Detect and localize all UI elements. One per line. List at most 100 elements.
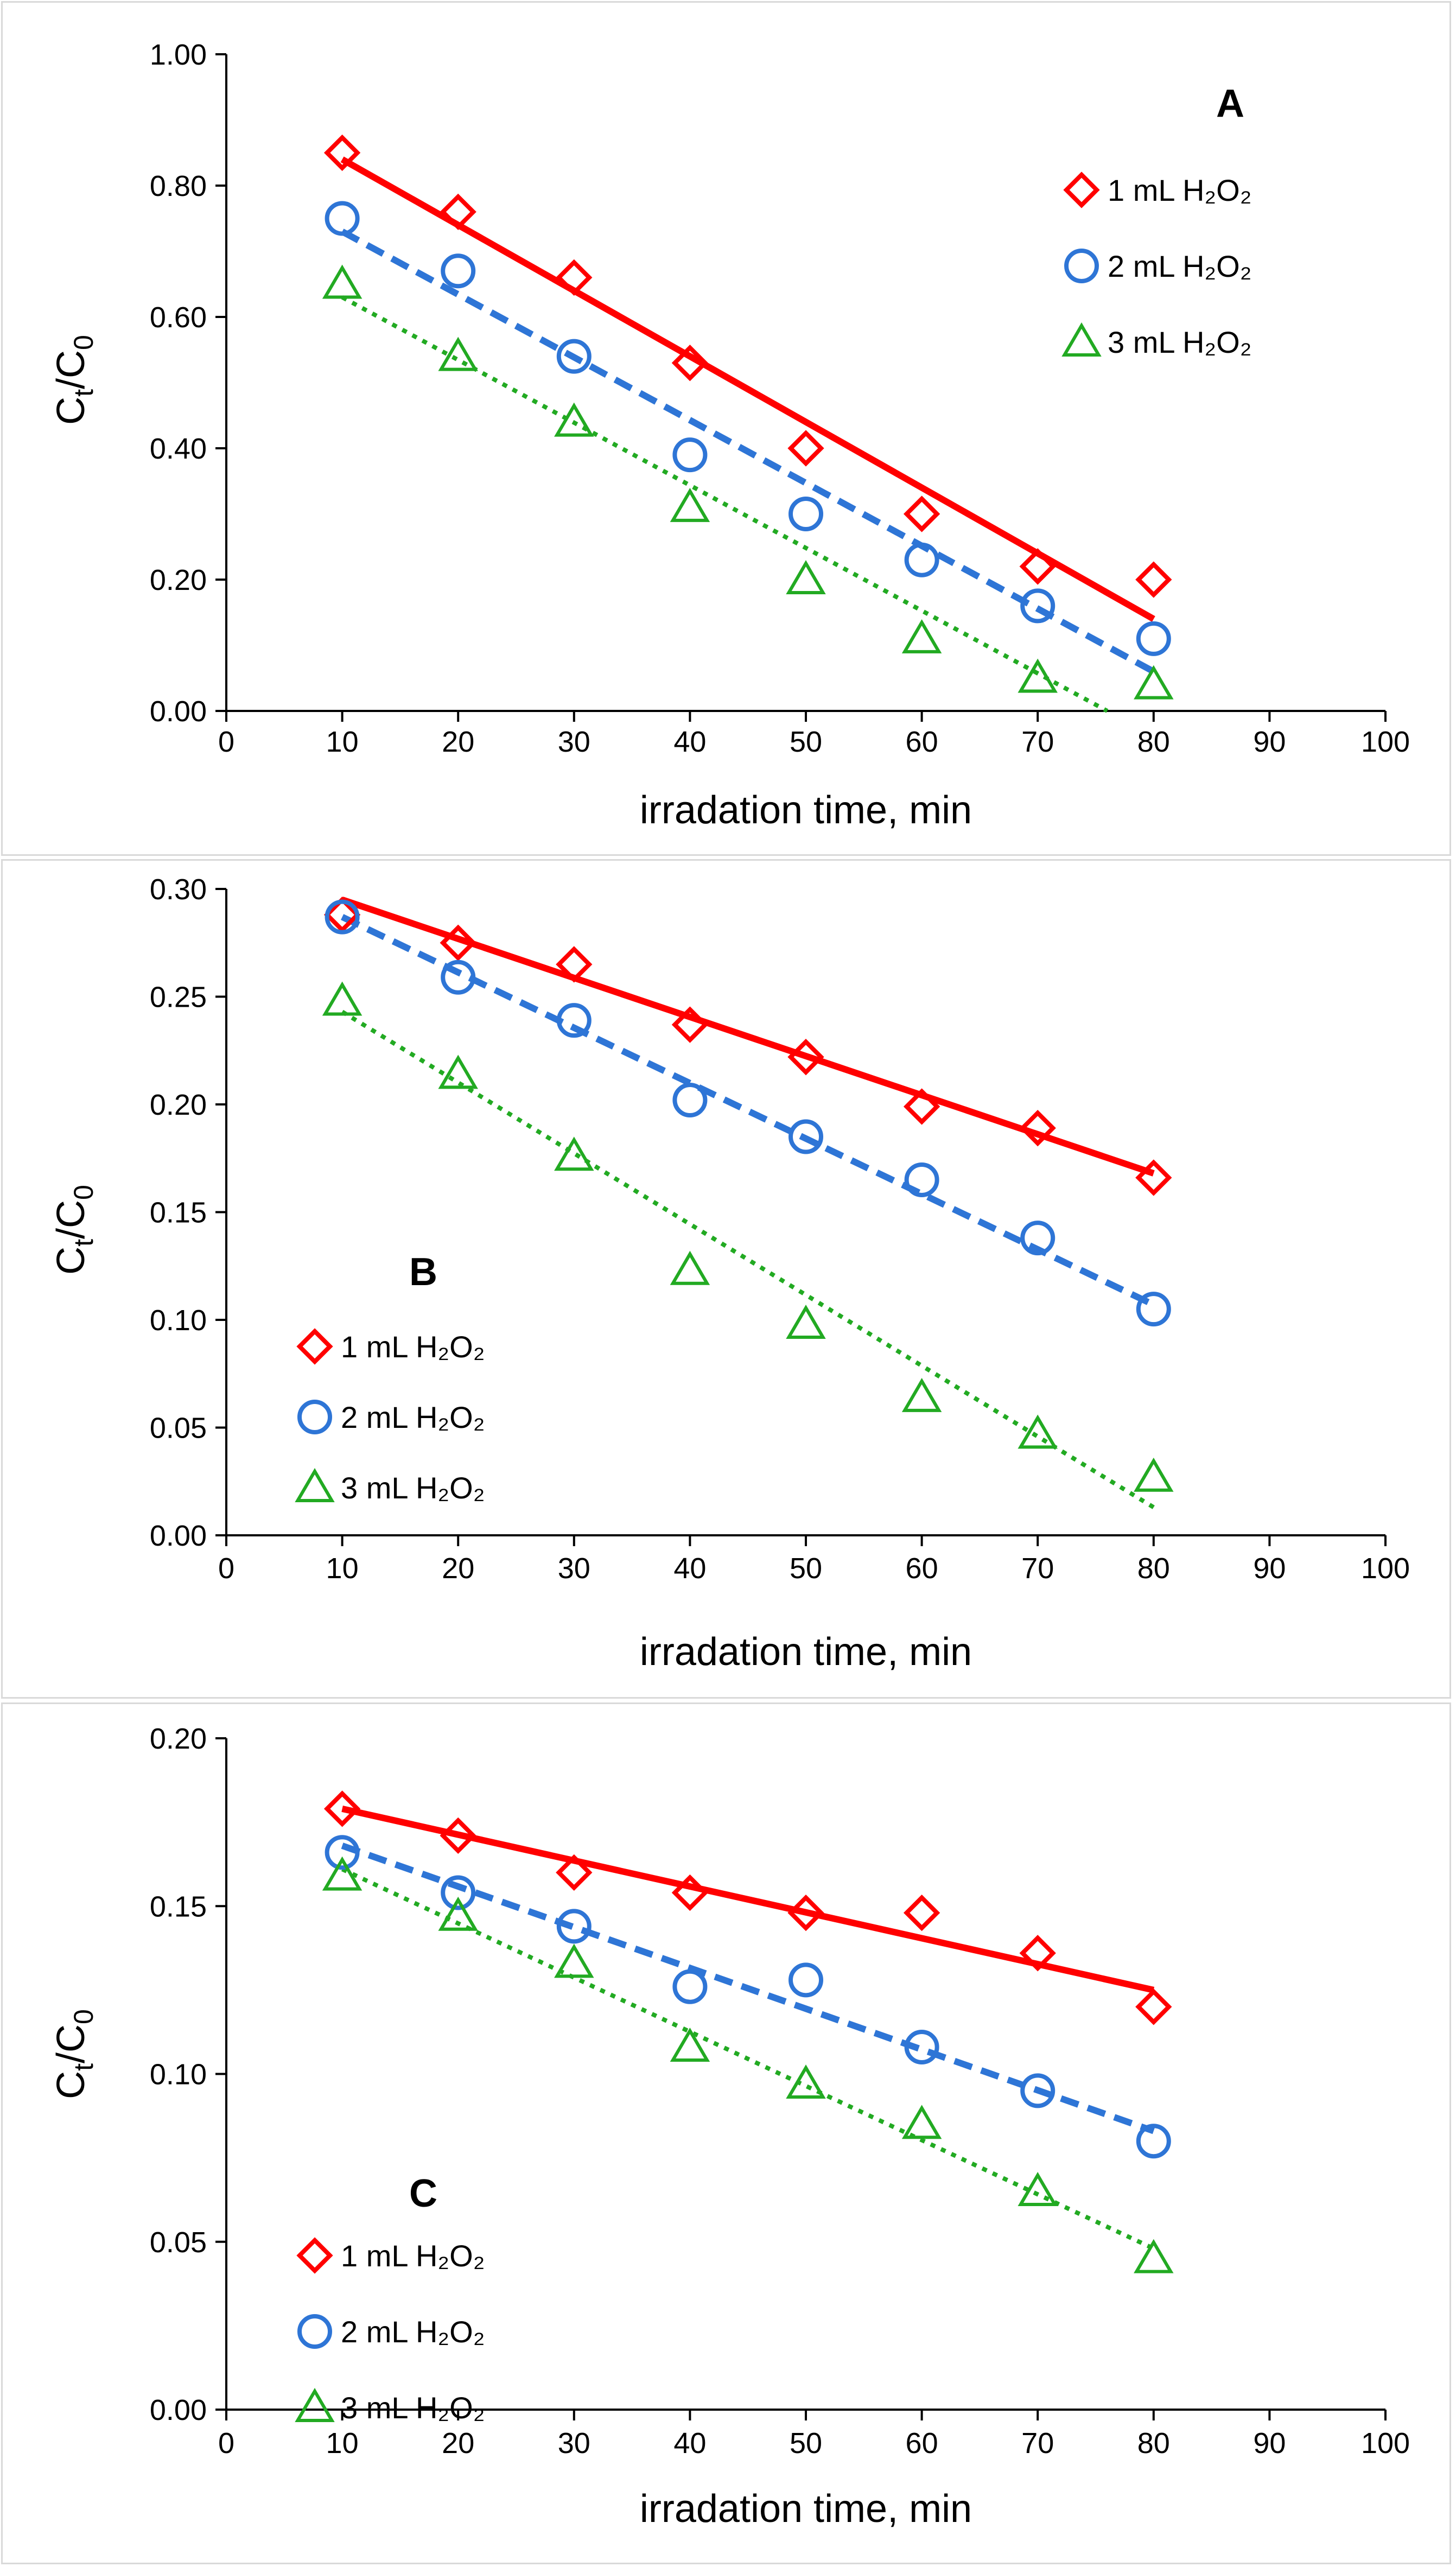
- chart-b-y-tick-label: 0.00: [150, 1520, 207, 1552]
- chart-a-point-1ml: [903, 495, 940, 532]
- chart-c-point-2ml: [789, 1962, 823, 1998]
- chart-a-point-1ml: [323, 134, 361, 171]
- chart-b-point-1ml: [671, 1006, 709, 1043]
- chart-c-point-1ml: [903, 1894, 940, 1931]
- chart-a-point-1ml: [1135, 561, 1172, 598]
- chart-c-trend-2ml: [341, 1842, 1155, 2134]
- chart-b-point-2ml: [441, 960, 476, 995]
- chart-b-point-2ml: [325, 899, 360, 935]
- chart-b-x-tick-label: 100: [1361, 1552, 1410, 1585]
- chart-a-point-2ml: [672, 437, 708, 473]
- chart-a-x-tick-label: 100: [1361, 726, 1410, 758]
- chart-c-x-tick-label: 100: [1361, 2427, 1410, 2460]
- chart-b-y-axis-title-part: 0: [68, 1185, 99, 1200]
- chart-c-legend-marker-1ml: [296, 2237, 333, 2274]
- chart-a-legend-marker-2ml: [1064, 249, 1099, 283]
- chart-b-point-2ml: [1136, 1292, 1171, 1327]
- chart-a-x-tick-label: 90: [1253, 726, 1286, 758]
- chart-b-x-tick-label: 70: [1021, 1552, 1054, 1585]
- chart-a-trend-1ml: [340, 156, 1155, 622]
- chart-b-point-3ml: [322, 981, 363, 1016]
- chart-panel-c: 0.00 0.05 0.10 0.15 0.20 0 10 20 30 40 50 60 70 80 90 1…: [1, 1702, 1451, 2564]
- chart-a-panel-label: A: [1216, 82, 1244, 125]
- chart-a-point-2ml: [441, 253, 476, 289]
- chart-b-point-2ml: [672, 1083, 708, 1118]
- chart-b-point-3ml: [438, 1054, 478, 1089]
- chart-a-x-tick-label: 10: [326, 726, 359, 758]
- chart-b-point-1ml: [440, 924, 476, 961]
- chart-c-legend-marker-3ml: [295, 2388, 335, 2422]
- chart-a-point-2ml: [556, 339, 592, 374]
- chart-c-x-tick-label: 80: [1137, 2427, 1170, 2460]
- chart-c-y-axis-title: Ct/C0: [49, 2009, 99, 2099]
- chart-c-point-2ml: [1136, 2124, 1171, 2159]
- chart-c-y-axis-title-part: t: [68, 2063, 99, 2071]
- chart-a-point-1ml: [787, 430, 824, 467]
- chart-c-point-2ml: [556, 1909, 592, 1944]
- chart-b-trend-1ml: [341, 897, 1155, 1177]
- chart-c-y-tick-label: 0.20: [150, 1723, 207, 1755]
- chart-c-y-tick-label: 0.00: [150, 2394, 207, 2426]
- chart-a-point-2ml: [1136, 621, 1171, 656]
- chart-c-x-tick-label: 40: [673, 2427, 706, 2460]
- chart-c-point-3ml: [438, 1896, 478, 1931]
- chart-c-point-3ml: [1018, 2172, 1058, 2206]
- chart-b-y-tick-label: 0.25: [150, 981, 207, 1014]
- chart-a-y-tick-label: 0.60: [150, 301, 207, 334]
- chart-a-x-tick-label: 80: [1137, 726, 1170, 758]
- chart-a-x-tick-label: 30: [558, 726, 590, 758]
- chart-c-y-tick-label: 0.05: [150, 2226, 207, 2259]
- chart-a-y-axis-title-part: 0: [68, 335, 99, 350]
- chart-c-x-tick-label: 30: [558, 2427, 590, 2460]
- chart-c-trend-3ml: [341, 1867, 1155, 2251]
- chart-b-legend-marker-1ml: [296, 1328, 333, 1365]
- chart-b-legend-label-3ml: 3 mL H₂O₂: [341, 1471, 485, 1505]
- chart-c-point-2ml: [904, 2030, 939, 2065]
- chart-a-point-3ml: [1018, 658, 1058, 693]
- chart-c-point-1ml: [671, 1874, 709, 1911]
- chart-a-y-axis-title-part: C: [49, 397, 93, 425]
- chart-b-point-3ml: [901, 1377, 942, 1412]
- chart-b-point-1ml: [787, 1039, 824, 1076]
- chart-c-x-tick-label: 20: [442, 2427, 474, 2460]
- chart-b-x-tick-label: 60: [906, 1552, 938, 1585]
- chart-a-x-tick-label: 20: [442, 726, 474, 758]
- chart-b-point-3ml: [554, 1136, 594, 1171]
- chart-c-x-tick-label: 50: [790, 2427, 822, 2460]
- chart-panel-b: 0.00 0.05 0.10 0.15 0.20 0.25 0.30 0 10 20 30 40 50 6…: [1, 859, 1451, 1699]
- chart-c-point-3ml: [1134, 2239, 1174, 2273]
- chart-c-y-axis-title-part: 0: [68, 2009, 99, 2024]
- chart-a-x-tick-label: 40: [673, 726, 706, 758]
- chart-a-y-tick-label: 1.00: [150, 39, 207, 71]
- chart-a-y-axis-title-part: /C: [49, 350, 93, 389]
- chart-a-point-3ml: [322, 264, 363, 299]
- chart-a-legend-marker-1ml: [1063, 171, 1100, 208]
- chart-c-point-3ml: [554, 1943, 594, 1978]
- chart-a-point-3ml: [438, 336, 478, 371]
- chart-c-x-tick-label: 90: [1253, 2427, 1286, 2460]
- chart-c-point-3ml: [670, 2028, 710, 2062]
- chart-a-legend-label-2ml: 2 mL H₂O₂: [1108, 249, 1251, 283]
- chart-b-point-1ml: [1019, 1110, 1056, 1147]
- chart-b-x-tick-label: 20: [442, 1552, 474, 1585]
- chart-c-point-3ml: [901, 2105, 942, 2139]
- chart-a-trend-2ml: [340, 228, 1155, 675]
- chart-b-x-tick-label: 30: [558, 1552, 590, 1585]
- chart-c-legend-marker-2ml: [297, 2314, 332, 2349]
- chart-c-legend-label-2ml: 2 mL H₂O₂: [341, 2315, 485, 2349]
- chart-panel-a: 0.00 0.20 0.40 0.60 0.80 1.00 0 10 20 30 40 50 60 70 8…: [1, 1, 1451, 856]
- chart-b-x-tick-label: 50: [790, 1552, 822, 1585]
- chart-a-y-tick-label: 0.40: [150, 433, 207, 465]
- chart-c-point-1ml: [323, 1790, 361, 1827]
- chart-c-point-1ml: [440, 1817, 476, 1854]
- chart-b-point-1ml: [556, 946, 593, 983]
- chart-b-point-3ml: [1134, 1457, 1174, 1492]
- chart-a-point-3ml: [1134, 665, 1174, 700]
- chart-a-point-2ml: [789, 497, 823, 531]
- chart-a-x-tick-label: 50: [790, 726, 822, 758]
- chart-b-y-tick-label: 0.20: [150, 1089, 207, 1121]
- chart-a-x-tick-label: 70: [1021, 726, 1054, 758]
- chart-a-y-tick-label: 0.20: [150, 564, 207, 596]
- chart-b-point-2ml: [1020, 1221, 1056, 1256]
- chart-b-x-tick-label: 80: [1137, 1552, 1170, 1585]
